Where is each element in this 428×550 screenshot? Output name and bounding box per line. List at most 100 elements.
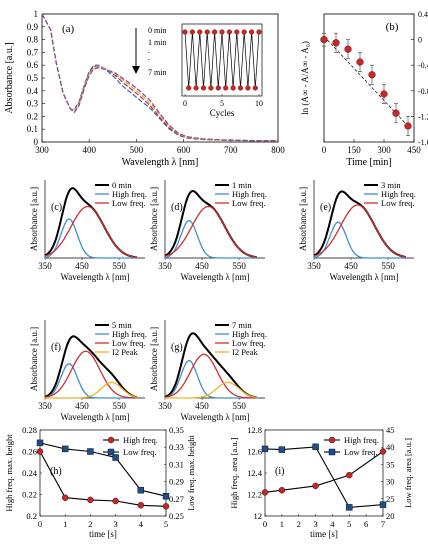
panel-label: (a)	[62, 23, 75, 35]
x-tick-label: 350	[158, 401, 172, 411]
data-point	[346, 471, 353, 479]
x-tick-label: 350	[158, 261, 172, 271]
y-tick-label: 0.24	[22, 468, 38, 478]
x-tick-label: 450	[407, 145, 421, 155]
data-point	[344, 45, 352, 53]
y2-tick-label: 0.29	[169, 477, 184, 487]
inset-point	[200, 85, 207, 91]
x-axis-label: Wavelength λ [nm]	[122, 157, 199, 168]
x-tick-label: 2	[297, 519, 301, 529]
y2-tick-label: 30	[386, 477, 395, 487]
y-axis-label: High freq. max. height	[4, 434, 14, 512]
data-point	[87, 448, 94, 455]
inset-x-tick-label: 10	[255, 99, 263, 108]
component-line	[164, 353, 257, 399]
inset-point	[182, 29, 188, 35]
component-line	[44, 218, 137, 259]
panel-b: 0 150 300 450 0.4 0 -0.4 -0.8 -1.2 -1.6 Time [min]…	[300, 10, 428, 168]
inset-point	[193, 85, 199, 91]
x-axis-label: Wavelength λ [nm]	[180, 272, 249, 282]
y-tick-label: 0.2	[26, 511, 37, 521]
x-axis-label: time [s]	[89, 529, 117, 539]
x-tick-label: 0	[263, 519, 267, 529]
data-point	[379, 501, 387, 508]
data-point	[380, 90, 388, 98]
data-point	[36, 439, 44, 447]
data-point	[62, 445, 69, 453]
y-axis-label: ln (A∞ - A/A∞ - A₀)	[300, 41, 310, 115]
y-tick-label: 0	[34, 137, 39, 147]
y2-axis-label: Low freq. max. height	[186, 434, 196, 510]
y-tick-label: -0.8	[418, 87, 428, 96]
x-tick-label: 3	[313, 519, 317, 529]
inset-point	[208, 85, 214, 91]
legend-label: Low freq.	[232, 198, 266, 208]
x-tick-label: 1	[63, 519, 67, 529]
inset-point	[237, 85, 244, 91]
data-point	[87, 496, 94, 504]
y-tick-label: 1	[34, 9, 39, 19]
x-tick-label: 700	[224, 145, 238, 155]
panel-label: (i)	[275, 466, 284, 477]
inset-point	[252, 85, 258, 91]
inset-point	[215, 85, 221, 91]
legend-label: Low freq.	[232, 338, 266, 348]
component-line	[164, 359, 257, 399]
x-tick-label: 4	[330, 519, 335, 529]
y-tick-label: 0.8	[27, 35, 39, 45]
legend-label: High freq.	[232, 329, 267, 339]
y-tick-label: 0.4	[27, 86, 39, 96]
data-point	[392, 109, 400, 117]
data-point	[368, 71, 376, 79]
time-annotation: .	[148, 46, 150, 55]
data-point	[332, 39, 340, 47]
data-point	[162, 503, 170, 510]
inset-point	[249, 29, 255, 35]
y-tick-label: 12	[254, 511, 263, 521]
legend-label: Low freq.	[112, 198, 146, 208]
data-point	[112, 497, 119, 505]
y-tick-label: -0.4	[418, 61, 428, 70]
component-line	[44, 205, 137, 258]
component-line	[164, 219, 257, 259]
panel-a: 300 400 500 600 700 80000.10.20.30.40.50.60.7…	[4, 9, 285, 168]
y-axis-label: High freq. area [a.u.]	[229, 437, 239, 508]
data-point	[356, 58, 364, 66]
x-tick-label: 3	[113, 519, 117, 529]
y-tick-label: 0.28	[22, 425, 37, 435]
data-point	[312, 482, 319, 490]
inset-point	[245, 85, 251, 91]
x-tick-label: 1	[280, 519, 284, 529]
x-tick-label: 5	[347, 519, 351, 529]
inset-point	[223, 85, 229, 91]
data-point	[278, 487, 286, 494]
y-axis-label: Absorbance [a.u.]	[298, 187, 308, 251]
panel-label: (d)	[171, 202, 183, 213]
component-line	[165, 381, 257, 399]
legend-marker	[107, 448, 115, 456]
component-line	[164, 205, 258, 258]
y-tick-label: 0.1	[27, 124, 38, 134]
legend-label: 3 min	[381, 180, 401, 190]
legend-label: High freq.	[232, 189, 267, 199]
y-axis-label: Absorbance [a.u.]	[149, 187, 159, 251]
inset-x-tick-label: 5	[220, 99, 224, 108]
x-tick-label: 550	[112, 401, 126, 411]
x-tick-label: 550	[232, 261, 246, 271]
y-tick-label: 12.8	[247, 425, 262, 435]
y-tick-label: 0.4	[418, 10, 428, 19]
y2-axis-label: Low freq. area [a.u.]	[403, 438, 413, 508]
x-tick-label: 450	[344, 261, 358, 271]
data-point	[112, 454, 119, 461]
legend-label: I2 Peak	[112, 347, 138, 357]
data-point	[61, 494, 69, 501]
x-tick-label: 450	[75, 401, 89, 411]
legend-label: High freq.	[112, 189, 147, 199]
x-axis-label: Time [min]	[346, 157, 391, 168]
x-axis-label: time [s]	[310, 529, 338, 539]
y-axis-label: Absorbance [a.u.]	[29, 327, 39, 391]
legend-marker	[328, 436, 336, 444]
data-point	[404, 122, 412, 130]
